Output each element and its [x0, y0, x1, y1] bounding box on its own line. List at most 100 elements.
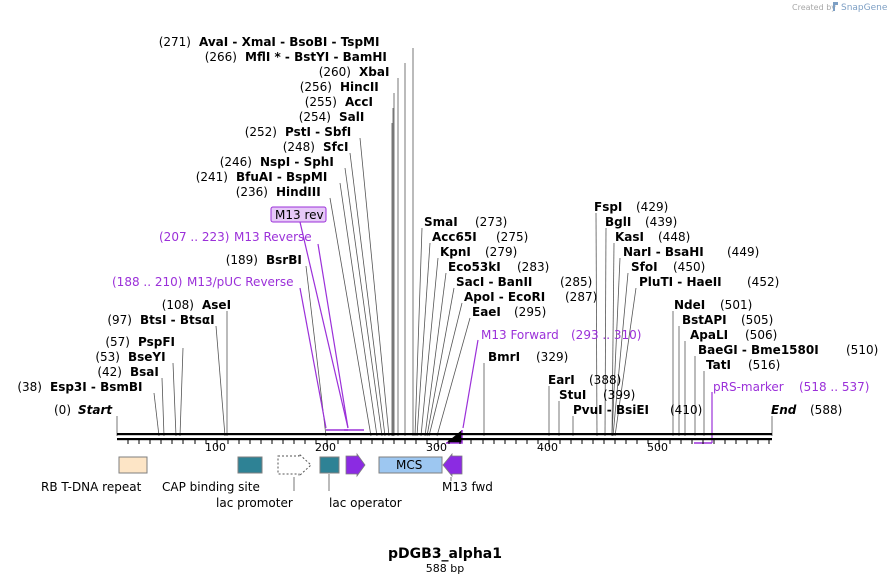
- primer-range: (188 .. 210): [112, 275, 182, 289]
- site-name[interactable]: BsrBI: [266, 253, 302, 267]
- site-name[interactable]: HincII: [340, 80, 379, 94]
- primer-m13-reverse[interactable]: M13 Reverse: [234, 230, 312, 244]
- site-pos: (506): [745, 328, 777, 342]
- site-pos: (295): [514, 305, 546, 319]
- tick-label-200: 200: [315, 441, 336, 454]
- site-pos: (399): [603, 388, 635, 402]
- site-pos: (246): [220, 155, 252, 169]
- site-name[interactable]: Eco53kI: [448, 260, 501, 274]
- site-pos: (450): [673, 260, 705, 274]
- feature-track: [118, 452, 463, 491]
- primer-labels: M13 rev (207 .. 223) M13 Reverse (188 ..…: [112, 206, 869, 394]
- site-pos: (53): [95, 350, 120, 364]
- site-pos: (505): [741, 313, 773, 327]
- site-name[interactable]: AccI: [345, 95, 373, 109]
- site-pos: (271): [159, 35, 191, 49]
- site-name[interactable]: AvaI - XmaI - BsoBI - TspMI: [199, 35, 379, 49]
- site-name[interactable]: NdeI: [674, 298, 705, 312]
- site-name[interactable]: SmaI: [424, 215, 458, 229]
- feature-label-rb-t-dna-repeat: RB T-DNA repeat: [41, 480, 142, 494]
- left-sites: (271) AvaI - XmaI - BsoBI - TspMI (266) …: [17, 35, 389, 394]
- feature-mcs[interactable]: [378, 456, 443, 474]
- site-name[interactable]: PvuI - BsiEI: [573, 403, 649, 417]
- site-pos: (42): [97, 365, 122, 379]
- tick-label-400: 400: [537, 441, 558, 454]
- feature-label-lac-promoter: lac promoter: [216, 496, 293, 510]
- site-name[interactable]: PluTI - HaeII: [639, 275, 722, 289]
- site-name[interactable]: BfuAI - BspMI: [236, 170, 327, 184]
- feature-rb-t-dna-repeat[interactable]: [118, 456, 148, 474]
- site-name[interactable]: AseI: [202, 298, 231, 312]
- site-name[interactable]: EarI: [548, 373, 575, 387]
- site-pos: (241): [196, 170, 228, 184]
- site-name[interactable]: BaeGI - Bme1580I: [698, 343, 819, 357]
- site-name[interactable]: StuI: [559, 388, 586, 402]
- feature-lac-promoter[interactable]: [277, 452, 312, 478]
- site-name[interactable]: SalI: [339, 110, 364, 124]
- site-pos: (410): [670, 403, 702, 417]
- plasmid-name: pDGB3_alpha1: [388, 546, 502, 562]
- credit-brand: SnapGene: [841, 3, 888, 13]
- site-name[interactable]: TatI: [706, 358, 731, 372]
- site-pos: (97): [107, 313, 132, 327]
- site-pos: (279): [485, 245, 517, 259]
- site-leader-lines: [116, 48, 773, 437]
- site-pos: (439): [645, 215, 677, 229]
- primer-m13-rev[interactable]: M13 rev: [275, 208, 324, 222]
- site-pos: (248): [283, 140, 315, 154]
- snapgene-logo-icon: [833, 2, 838, 11]
- site-pos: (510): [846, 343, 878, 357]
- primer-range: (518 .. 537): [799, 380, 869, 394]
- site-pos: (108): [162, 298, 194, 312]
- site-name[interactable]: FspI: [594, 200, 622, 214]
- site-pos: (448): [658, 230, 690, 244]
- site-name[interactable]: SfoI: [631, 260, 658, 274]
- site-name[interactable]: ApaLI: [690, 328, 728, 342]
- site-name[interactable]: BtsI - BtsαI: [140, 313, 215, 327]
- feature-m13-rev-arrow[interactable]: [345, 452, 366, 478]
- ruler-ticks: [127, 440, 770, 447]
- site-name[interactable]: KpnI: [440, 245, 471, 259]
- primer-m13-forward[interactable]: M13 Forward: [481, 328, 559, 342]
- site-pos: (283): [517, 260, 549, 274]
- site-name[interactable]: NarI - BsaHI: [623, 245, 704, 259]
- site-name[interactable]: MflI * - BstYI - BamHI: [245, 50, 387, 64]
- start-label: Start: [78, 403, 113, 417]
- site-pos: (388): [589, 373, 621, 387]
- tick-label-500: 500: [647, 441, 668, 454]
- primer-prs-marker[interactable]: pRS-marker: [713, 380, 784, 394]
- site-name[interactable]: PspFI: [138, 335, 175, 349]
- tick-label-100: 100: [205, 441, 226, 454]
- site-name[interactable]: BsaI: [130, 365, 159, 379]
- site-pos: (266): [205, 50, 237, 64]
- site-name[interactable]: EaeI: [472, 305, 501, 319]
- sequence-backbone: [117, 433, 772, 441]
- feature-label-lac-operator: lac operator: [329, 496, 402, 510]
- feature-m13-fwd[interactable]: [442, 452, 463, 478]
- feature-cap-binding-site[interactable]: [237, 456, 263, 474]
- site-name[interactable]: KasI: [615, 230, 644, 244]
- site-name[interactable]: BglI: [605, 215, 631, 229]
- primer-m13-puc-reverse[interactable]: M13/pUC Reverse: [187, 275, 294, 289]
- site-name[interactable]: Esp3I - BsmBI: [50, 380, 142, 394]
- site-name[interactable]: SacI - BanII: [456, 275, 532, 289]
- site-name[interactable]: HindIII: [276, 185, 321, 199]
- site-name[interactable]: BmrI: [488, 350, 520, 364]
- site-name[interactable]: PstI - SbfI: [285, 125, 351, 139]
- feature-lac-operator[interactable]: [319, 456, 340, 474]
- site-pos: (254): [299, 110, 331, 124]
- primer-leader-lines: [299, 221, 713, 443]
- site-pos: (329): [536, 350, 568, 364]
- site-pos: (38): [17, 380, 42, 394]
- site-name[interactable]: ApoI - EcoRI: [464, 290, 545, 304]
- site-pos: (255): [305, 95, 337, 109]
- m13-rev-box[interactable]: [270, 206, 327, 223]
- tick-label-300: 300: [426, 441, 447, 454]
- site-name[interactable]: SfcI: [323, 140, 348, 154]
- site-name[interactable]: Acc65I: [432, 230, 477, 244]
- site-name[interactable]: BseYI: [128, 350, 166, 364]
- site-name[interactable]: NspI - SphI: [260, 155, 334, 169]
- middle-sites: SmaI (273) Acc65I (275) KpnI (279) Eco53…: [424, 215, 702, 417]
- site-name[interactable]: BstAPI: [682, 313, 727, 327]
- site-name[interactable]: XbaI: [359, 65, 389, 79]
